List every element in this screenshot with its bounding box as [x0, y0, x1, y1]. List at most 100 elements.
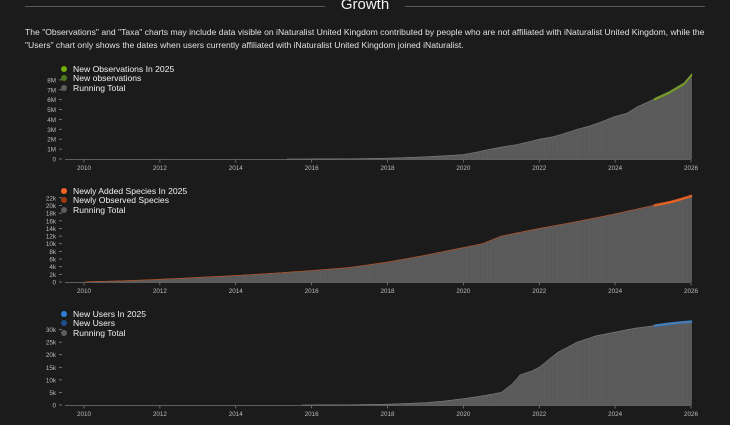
running-total-bar: [678, 199, 680, 282]
running-total-bar: [673, 200, 675, 282]
running-total-bar: [667, 323, 669, 405]
running-total-bar: [509, 145, 511, 159]
legend-item[interactable]: Running Total: [61, 328, 146, 338]
running-total-bar: [658, 204, 660, 282]
running-total-series: [300, 321, 692, 406]
running-total-bar: [546, 227, 548, 282]
running-total-bar: [440, 401, 442, 405]
running-total-bar: [413, 257, 415, 282]
running-total-bar: [641, 327, 643, 405]
running-total-bar: [157, 279, 159, 282]
running-total-bar: [387, 404, 389, 405]
running-total-bar: [561, 224, 563, 282]
running-total-bar: [496, 393, 498, 405]
running-total-bar: [502, 391, 504, 405]
running-total-bar: [306, 270, 308, 282]
running-total-bar: [498, 392, 500, 405]
y-tick-label: 3M: [47, 127, 56, 134]
running-total-bar: [164, 279, 166, 282]
running-total-bar: [639, 208, 641, 282]
legend-item[interactable]: Running Total: [61, 205, 187, 215]
running-total-bar: [433, 253, 435, 282]
running-total-bar: [659, 324, 661, 405]
legend-item[interactable]: New observations: [61, 73, 174, 83]
running-total-bar: [526, 372, 528, 405]
running-total-bar: [168, 278, 170, 282]
legend-item[interactable]: Newly Added Species In 2025: [61, 186, 187, 196]
running-total-bar: [421, 402, 423, 405]
running-total-bar: [645, 103, 646, 159]
running-total-bar: [661, 95, 663, 159]
running-total-bar: [477, 152, 479, 159]
legend-item[interactable]: New Observations In 2025: [61, 64, 174, 74]
running-total-bar: [550, 137, 552, 159]
running-total-bar: [538, 228, 540, 282]
running-total-bar: [404, 403, 406, 405]
legend-item[interactable]: New Users: [61, 318, 146, 328]
highlight-2025-bar: [678, 198, 680, 201]
running-total-bar: [118, 280, 120, 282]
running-total-bar: [639, 105, 641, 159]
running-total-bar: [204, 277, 206, 282]
running-total-bar: [314, 270, 316, 282]
running-total-bar: [651, 205, 653, 282]
running-total-bar: [674, 323, 676, 405]
running-total-bar: [482, 243, 484, 282]
running-total-bar: [486, 241, 488, 282]
running-total-bar: [663, 324, 665, 405]
running-total-bar: [111, 281, 113, 282]
highlight-2025-bar: [676, 199, 678, 202]
running-total-bar: [559, 224, 561, 282]
running-total-bar: [472, 153, 474, 159]
running-total-bar: [547, 137, 549, 159]
running-total-bar: [664, 324, 666, 405]
running-total-bar: [417, 403, 419, 405]
running-total-bar: [556, 135, 557, 159]
running-total-bar: [653, 325, 655, 405]
running-total-bar: [596, 335, 598, 405]
running-total-bar: [469, 246, 471, 282]
running-total-bar: [522, 374, 524, 405]
running-total-bar: [554, 136, 556, 159]
running-total-bar: [303, 271, 305, 282]
running-total-bar: [489, 149, 491, 159]
running-total-bar: [658, 325, 660, 405]
running-total-bar: [474, 397, 476, 405]
running-total-bar: [613, 332, 615, 405]
running-total-bar: [494, 148, 496, 159]
running-total-bar: [599, 335, 600, 405]
running-total-bar: [427, 254, 429, 282]
running-total-bar: [332, 268, 333, 282]
running-total-bar: [566, 132, 568, 159]
running-total-bar: [154, 279, 155, 282]
running-total-bar: [372, 264, 374, 282]
running-total-bar: [136, 280, 138, 282]
running-total-bar: [662, 324, 664, 405]
legend-item[interactable]: Running Total: [61, 83, 174, 93]
running-total-bar: [643, 327, 645, 405]
running-total-bar: [379, 263, 381, 282]
running-total-bar: [276, 272, 278, 282]
running-total-bar: [366, 265, 368, 282]
legend-item[interactable]: Newly Observed Species: [61, 195, 187, 205]
running-total-bar: [512, 145, 514, 159]
running-total-bar: [181, 278, 182, 282]
running-total-bar: [480, 151, 482, 159]
running-total-bar: [658, 325, 660, 405]
running-total-bar: [580, 341, 582, 405]
running-total-bar: [270, 273, 272, 282]
running-total-bar: [412, 403, 414, 405]
running-total-bar: [630, 210, 632, 282]
running-total-bar: [564, 223, 566, 282]
running-total-bar: [490, 394, 492, 405]
running-total-bar: [598, 217, 600, 282]
running-total-bar: [578, 341, 580, 405]
running-total-bar: [322, 269, 324, 282]
legend-item[interactable]: New Users In 2025: [61, 309, 146, 319]
running-total-bar: [594, 124, 596, 159]
running-total-bar: [502, 235, 504, 282]
running-total-bar: [593, 124, 595, 159]
running-total-bar: [572, 344, 574, 405]
running-total-bar: [540, 366, 542, 405]
running-total-bar: [458, 248, 460, 282]
